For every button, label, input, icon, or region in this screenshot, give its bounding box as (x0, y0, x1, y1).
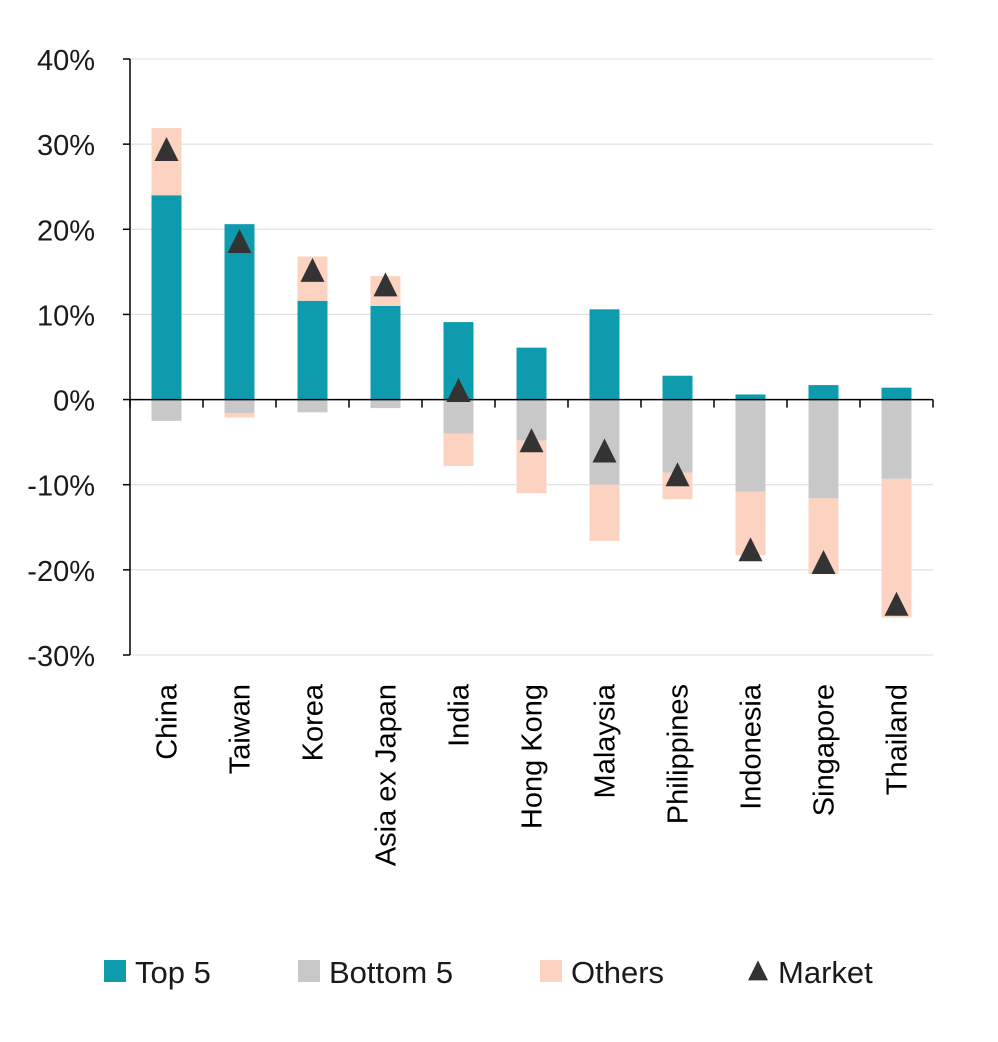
y-tick-labels: 40% 30% 20% 10% 0% -10% -20% -30% (27, 45, 95, 673)
bar-others (443, 433, 474, 466)
legend-swatch (298, 960, 320, 982)
y-tick-label: 20% (37, 215, 95, 247)
y-tick-label: 10% (37, 300, 95, 332)
bar-top5 (662, 375, 693, 400)
market-markers (154, 137, 909, 616)
market-marker (154, 137, 179, 162)
market-marker (592, 438, 617, 463)
bar-bottom5 (297, 399, 328, 413)
bars (151, 127, 912, 618)
bar-top5 (297, 300, 328, 400)
legend-label: Others (571, 955, 664, 990)
legend-label: Market (778, 955, 873, 990)
bar-top5 (224, 224, 255, 400)
bar-top5 (589, 309, 620, 400)
market-marker (884, 591, 909, 616)
bar-bottom5 (224, 399, 255, 414)
bar-top5 (881, 387, 912, 400)
x-category-label: Indonesia (736, 683, 768, 810)
bar-bottom5 (808, 399, 839, 499)
legend-swatch (104, 960, 126, 982)
market-marker (227, 228, 252, 253)
y-tick-label: 40% (37, 45, 95, 77)
x-category-label: India (444, 683, 476, 747)
y-tick-label: -30% (27, 641, 95, 673)
y-tick-label: -20% (27, 556, 95, 588)
bar-top5 (151, 195, 182, 400)
legend-swatch-triangle (748, 960, 768, 981)
bar-top5 (808, 385, 839, 400)
bar-bottom5 (735, 399, 766, 492)
x-category-label: China (152, 683, 184, 760)
bar-bottom5 (151, 399, 182, 421)
bar-others (589, 484, 620, 541)
x-category-label: Thailand (882, 684, 914, 795)
bar-others (224, 413, 255, 418)
x-category-label: Malaysia (590, 683, 622, 798)
bar-top5 (516, 347, 547, 400)
x-category-labels: China Taiwan Korea Asia ex Japan India Hong K… (152, 683, 914, 866)
legend-label: Top 5 (135, 955, 211, 990)
y-tick-label: 0% (53, 386, 95, 418)
market-marker (665, 462, 690, 487)
x-category-label: Taiwan (225, 684, 257, 774)
bar-top5 (370, 305, 401, 400)
market-marker (446, 377, 471, 402)
market-marker (519, 428, 544, 453)
market-marker (738, 537, 763, 562)
legend: Top 5 Bottom 5 Others Market (104, 955, 873, 990)
x-category-label: Korea (298, 683, 330, 761)
legend-label: Bottom 5 (329, 955, 453, 990)
market-marker (811, 549, 836, 574)
bar-bottom5 (370, 399, 401, 409)
bar-top5 (735, 394, 766, 400)
bar-bottom5 (881, 399, 912, 479)
bar-bottom5 (662, 399, 693, 473)
bar-bottom5 (443, 399, 474, 434)
market-marker (373, 272, 398, 297)
legend-swatch (540, 960, 562, 982)
x-category-label: Singapore (809, 684, 841, 816)
x-category-label: Philippines (663, 684, 695, 824)
axes (123, 58, 934, 656)
market-marker (300, 257, 325, 282)
x-category-label: Hong Kong (517, 684, 549, 829)
y-tick-label: -10% (27, 471, 95, 503)
x-category-label: Asia ex Japan (371, 684, 403, 866)
y-tick-label: 30% (37, 130, 95, 162)
